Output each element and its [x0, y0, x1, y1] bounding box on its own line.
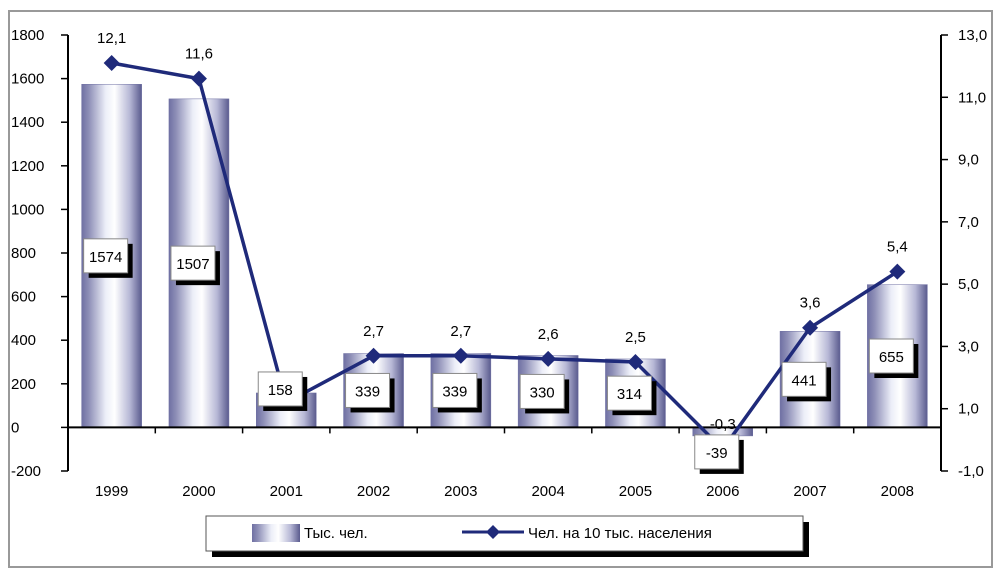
bar-label-box: [345, 372, 391, 408]
line-point: [889, 263, 906, 280]
line-data-label: 2,6: [538, 326, 559, 343]
right-y-tick-label: 3,0: [958, 338, 979, 355]
legend-line-label: Чел. на 10 тыс. населения: [528, 525, 712, 542]
bar-data-label: -39: [706, 445, 728, 462]
left-y-tick-label: 1200: [11, 158, 44, 175]
legend-bar-label: Тыс. чел.: [304, 525, 368, 542]
line-point: [802, 319, 819, 336]
x-tick-label: 1999: [95, 483, 128, 500]
bar-label-box: [432, 372, 478, 408]
x-tick-label: 2004: [531, 483, 564, 500]
legend-diamond-marker: [486, 525, 500, 539]
left-y-tick-label: 1000: [11, 201, 44, 218]
right-y-tick-label: 5,0: [958, 276, 979, 293]
line-point: [190, 70, 207, 87]
x-tick-label: 2000: [182, 483, 215, 500]
line-series: [111, 61, 899, 451]
line-point: [452, 347, 469, 364]
line-data-label: -0,3: [710, 416, 736, 433]
bar-label-box: [868, 338, 914, 374]
line-data-label: 2,7: [450, 323, 471, 340]
x-tick-label: 2007: [793, 483, 826, 500]
bar-data-label: 158: [268, 382, 293, 399]
right-y-tick-label: 9,0: [958, 152, 979, 169]
line-point: [540, 350, 557, 367]
line-data-label: 5,4: [887, 239, 908, 256]
right-y-tick-label: 13,0: [958, 27, 987, 44]
bar-label-box: [606, 375, 652, 411]
bar-data-label: 339: [355, 383, 380, 400]
x-tick-label: 2001: [270, 483, 303, 500]
line-point: [103, 55, 120, 72]
left-y-tick-label: 1400: [11, 114, 44, 131]
x-tick-label: 2003: [444, 483, 477, 500]
line-data-label: 12,1: [97, 30, 126, 47]
left-y-tick-label: 800: [11, 245, 36, 262]
line-point: [365, 347, 382, 364]
legend: Тыс. чел. Чел. на 10 тыс. населения: [205, 515, 809, 557]
line-data-label: 3,6: [800, 295, 821, 312]
left-y-tick-label: 200: [11, 376, 36, 393]
x-tick-label: 2002: [357, 483, 390, 500]
bar-data-label: 655: [879, 349, 904, 366]
x-tick-label: 2006: [706, 483, 739, 500]
bar-data-label: 1574: [89, 249, 122, 266]
x-tick-label: 2005: [619, 483, 652, 500]
x-tick-label: 2008: [881, 483, 914, 500]
bar-data-label: 1507: [176, 256, 209, 273]
left-y-tick-label: -200: [11, 463, 41, 480]
left-y-tick-label: 1600: [11, 71, 44, 88]
bar-label-box: [519, 373, 565, 409]
right-y-tick-label: -1,0: [958, 463, 984, 480]
bar-label-box: [694, 434, 740, 470]
bar-label-box: [257, 371, 303, 407]
legend-bar-swatch: [252, 524, 300, 542]
right-y-tick-label: 1,0: [958, 401, 979, 418]
left-y-tick-label: 400: [11, 332, 36, 349]
right-y-tick-label: 11,0: [958, 89, 986, 106]
left-y-tick-label: 0: [11, 419, 19, 436]
bar-data-label: 330: [530, 384, 555, 401]
right-y-tick-label: 7,0: [958, 214, 979, 231]
bar-label-box: [170, 245, 216, 281]
line-data-label: 2,7: [363, 323, 384, 340]
bar-data-label: 441: [792, 372, 817, 389]
bar-data-label: 339: [442, 383, 467, 400]
bar-label-box: [83, 238, 129, 274]
bar-data-label: 314: [617, 386, 642, 403]
bar-label-box: [781, 361, 827, 397]
line-point: [627, 354, 644, 370]
left-y-tick-label: 600: [11, 289, 36, 306]
line-data-label: 2,5: [625, 329, 646, 346]
line-data-label: 11,6: [185, 46, 213, 63]
left-y-tick-label: 1800: [11, 27, 44, 44]
chart-border: [8, 10, 993, 568]
